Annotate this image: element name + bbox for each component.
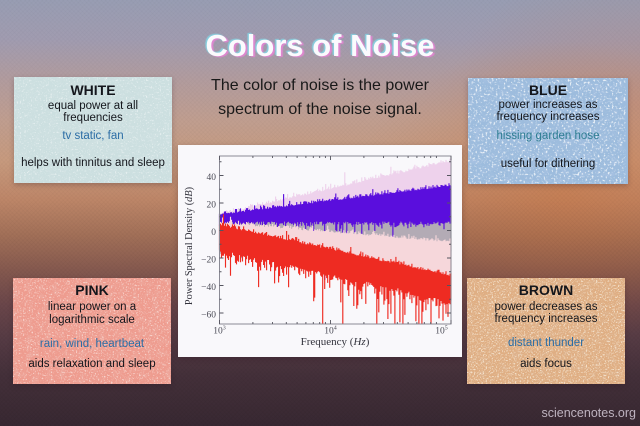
svg-text:20: 20	[207, 201, 217, 211]
svg-text:0: 0	[211, 228, 216, 238]
svg-text:−60: −60	[201, 311, 216, 321]
svg-text:103: 103	[213, 326, 226, 337]
svg-text:105: 105	[435, 326, 448, 337]
svg-text:Frequency (Hz): Frequency (Hz)	[301, 336, 370, 348]
svg-text:40: 40	[207, 173, 217, 183]
svg-text:Power Spectral Density (dB): Power Spectral Density (dB)	[184, 187, 195, 305]
svg-text:104: 104	[324, 326, 337, 337]
svg-text:−20: −20	[201, 256, 216, 266]
svg-text:−40: −40	[201, 283, 216, 293]
